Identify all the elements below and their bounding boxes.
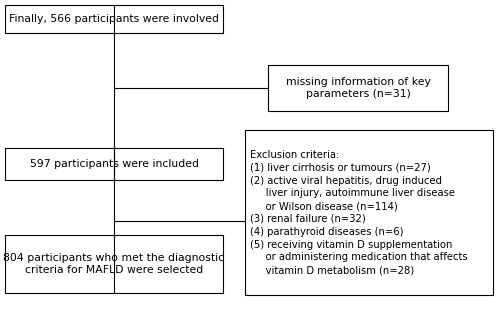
Text: 804 participants who met the diagnostic
criteria for MAFLD were selected: 804 participants who met the diagnostic … bbox=[4, 252, 224, 275]
Text: Exclusion criteria:
(1) liver cirrhosis or tumours (n=27)
(2) active viral hepat: Exclusion criteria: (1) liver cirrhosis … bbox=[250, 150, 468, 275]
Bar bbox=[245, 130, 493, 295]
Bar bbox=[268, 65, 448, 111]
Text: Finally, 566 participants were involved: Finally, 566 participants were involved bbox=[9, 14, 219, 24]
Text: missing information of key
parameters (n=31): missing information of key parameters (n… bbox=[286, 77, 430, 99]
Bar bbox=[5, 5, 223, 33]
Text: 597 participants were included: 597 participants were included bbox=[30, 159, 198, 169]
Bar bbox=[5, 148, 223, 180]
Bar bbox=[5, 235, 223, 293]
